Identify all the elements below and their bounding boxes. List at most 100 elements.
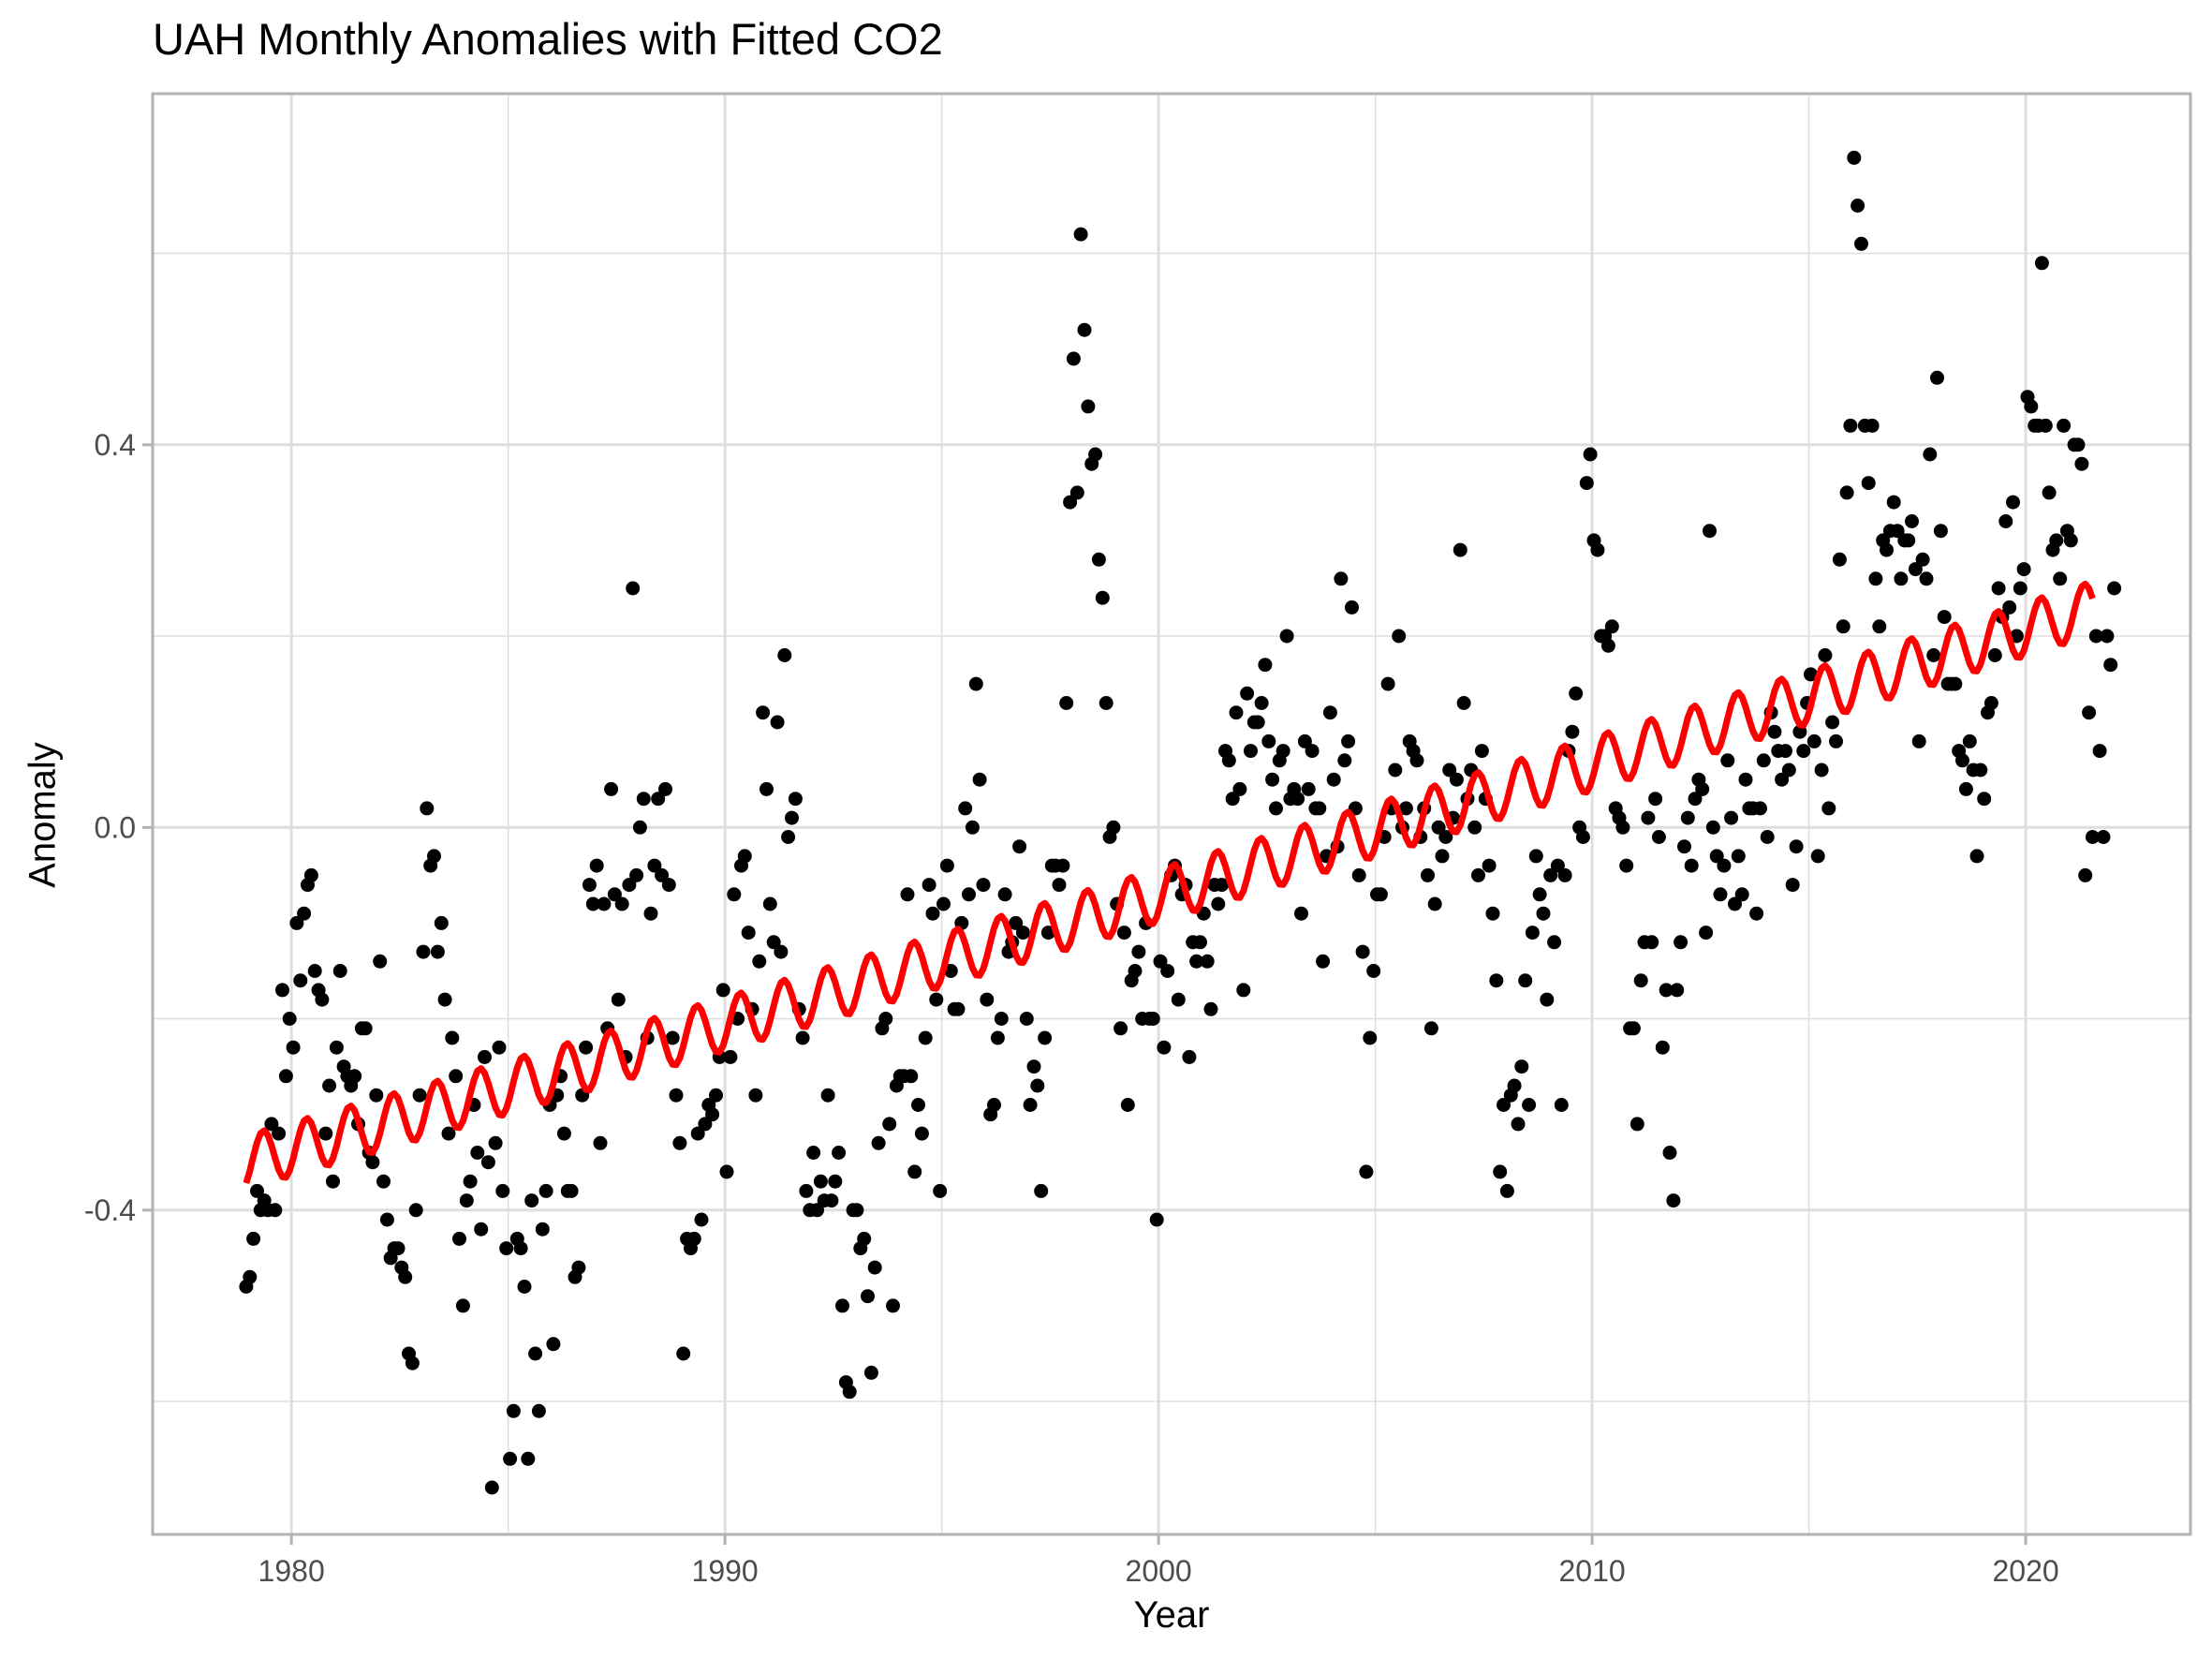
data-point	[517, 1280, 532, 1294]
data-point	[1911, 733, 1926, 748]
data-point	[1557, 867, 1572, 882]
data-point	[582, 878, 597, 893]
data-point	[762, 896, 777, 911]
data-point	[1059, 696, 1074, 710]
data-point	[2103, 658, 2118, 673]
data-point	[990, 1030, 1005, 1045]
data-point	[1926, 648, 1941, 662]
data-point	[1322, 705, 1337, 720]
data-point	[1052, 878, 1067, 893]
data-point	[1038, 1030, 1053, 1045]
x-axis-label: Year	[1133, 1594, 1210, 1636]
data-point	[275, 983, 289, 998]
data-point	[1409, 753, 1424, 768]
data-point	[531, 1403, 546, 1418]
data-point	[1471, 867, 1485, 882]
data-point	[951, 1001, 966, 1016]
data-point	[622, 878, 637, 893]
data-point	[867, 1260, 882, 1275]
data-point	[774, 944, 789, 959]
data-point	[686, 1231, 701, 1246]
data-point	[484, 1480, 499, 1495]
data-point	[1789, 839, 1804, 854]
data-point	[1775, 772, 1790, 787]
data-point	[1088, 447, 1103, 462]
data-point	[643, 906, 658, 921]
data-point	[1728, 896, 1742, 911]
data-point	[1225, 792, 1240, 807]
data-point	[318, 1126, 333, 1141]
data-point	[1345, 600, 1359, 615]
data-point	[1351, 867, 1366, 882]
data-point	[933, 1183, 948, 1198]
data-point	[2024, 399, 2039, 414]
data-point	[766, 935, 781, 950]
data-point	[1073, 227, 1088, 242]
data-point	[329, 1040, 344, 1055]
data-point	[1579, 476, 1594, 491]
data-point	[391, 1241, 406, 1256]
data-point	[1832, 552, 1847, 567]
data-point	[1012, 839, 1027, 854]
data-point	[1806, 733, 1821, 748]
data-point	[1915, 552, 1930, 567]
data-point	[799, 1183, 814, 1198]
data-point	[1229, 705, 1244, 720]
data-point	[1030, 1078, 1045, 1093]
data-point	[1171, 992, 1186, 1007]
y-axis-label: Anomaly	[22, 742, 64, 888]
data-point	[1081, 399, 1096, 414]
fitted-co2-line	[243, 580, 2096, 1184]
data-point	[795, 1030, 810, 1045]
data-point	[820, 1088, 835, 1103]
data-point	[1604, 619, 1619, 634]
data-point	[1731, 849, 1746, 864]
data-point	[289, 915, 304, 930]
data-point	[976, 878, 991, 893]
data-point	[1724, 810, 1739, 825]
data-point	[1991, 581, 2006, 596]
data-point	[2085, 830, 2100, 844]
data-point	[849, 1203, 864, 1218]
data-point	[1456, 696, 1471, 710]
data-point	[918, 1030, 933, 1045]
chart-title: UAH Monthly Anomalies with Fitted CO2	[153, 14, 943, 64]
data-point	[2002, 600, 2017, 615]
data-point	[806, 1146, 821, 1160]
data-point	[1839, 485, 1854, 500]
data-point	[737, 849, 752, 864]
data-point	[264, 1117, 279, 1132]
data-point	[1380, 676, 1395, 691]
data-point	[1854, 236, 1868, 251]
data-point	[528, 1346, 543, 1361]
data-point	[611, 992, 626, 1007]
data-point	[434, 915, 449, 930]
data-point	[1948, 676, 1963, 691]
data-point	[1680, 810, 1695, 825]
data-point	[546, 1337, 561, 1352]
data-point	[1485, 906, 1500, 921]
data-point	[1359, 1164, 1374, 1179]
data-point	[1821, 801, 1836, 816]
data-point	[1810, 849, 1825, 864]
data-point	[1804, 667, 1818, 682]
data-point	[1633, 973, 1648, 988]
data-point	[1113, 1021, 1128, 1036]
data-point	[1753, 801, 1767, 816]
axis-ticks	[142, 443, 2028, 1545]
data-point	[1785, 878, 1800, 893]
data-point	[1814, 763, 1829, 778]
data-point	[2071, 437, 2086, 452]
data-point	[2006, 495, 2020, 510]
data-point	[1373, 887, 1388, 902]
data-point	[1200, 954, 1215, 969]
data-point	[1153, 954, 1168, 969]
data-point	[1467, 820, 1482, 835]
data-point	[810, 1203, 824, 1218]
data-point	[293, 973, 308, 988]
data-point	[994, 1012, 1009, 1026]
data-point	[2092, 744, 2107, 759]
data-point	[358, 1021, 373, 1036]
data-point	[1655, 1040, 1670, 1055]
data-point	[1261, 733, 1276, 748]
